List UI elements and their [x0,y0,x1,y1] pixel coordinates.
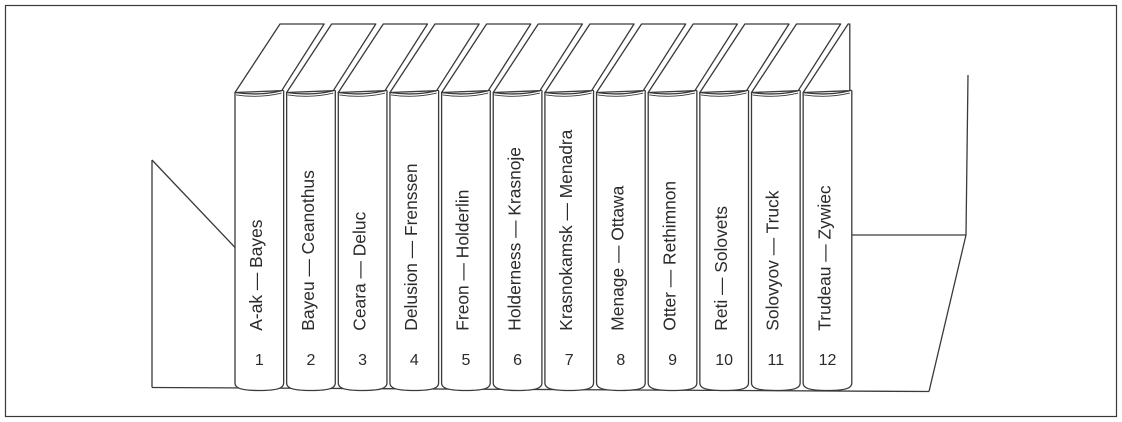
svg-text:4: 4 [410,352,419,369]
svg-text:12: 12 [819,352,837,369]
svg-text:9: 9 [668,352,677,369]
svg-text:Trudeau — Zywiec: Trudeau — Zywiec [814,185,834,331]
svg-text:8: 8 [616,352,625,369]
svg-text:1: 1 [255,352,264,369]
svg-text:Bayeu — Ceanothus: Bayeu — Ceanothus [298,170,318,331]
svg-text:2: 2 [307,352,316,369]
svg-text:Menage — Ottawa: Menage — Ottawa [608,185,628,330]
svg-text:Holderness — Krasnoje: Holderness — Krasnoje [504,147,524,331]
svg-text:Solovyov — Truck: Solovyov — Truck [763,190,783,330]
svg-text:Delusion — Frenssen: Delusion — Frenssen [401,163,421,330]
svg-text:7: 7 [565,352,574,369]
svg-text:A-ak — Bayes: A-ak — Bayes [246,219,266,330]
svg-text:3: 3 [358,352,367,369]
svg-text:10: 10 [715,352,733,369]
svg-text:Freon — Holderlin: Freon — Holderlin [453,190,473,331]
svg-text:Ceara — Deluc: Ceara — Deluc [349,212,369,331]
svg-text:Krasnokamsk — Menadra: Krasnokamsk — Menadra [556,129,576,330]
svg-text:5: 5 [461,352,470,369]
svg-text:6: 6 [513,352,522,369]
svg-text:Reti — Solovets: Reti — Solovets [711,206,731,331]
svg-text:Otter — Rethimnon: Otter — Rethimnon [659,181,679,331]
svg-text:11: 11 [768,352,785,369]
